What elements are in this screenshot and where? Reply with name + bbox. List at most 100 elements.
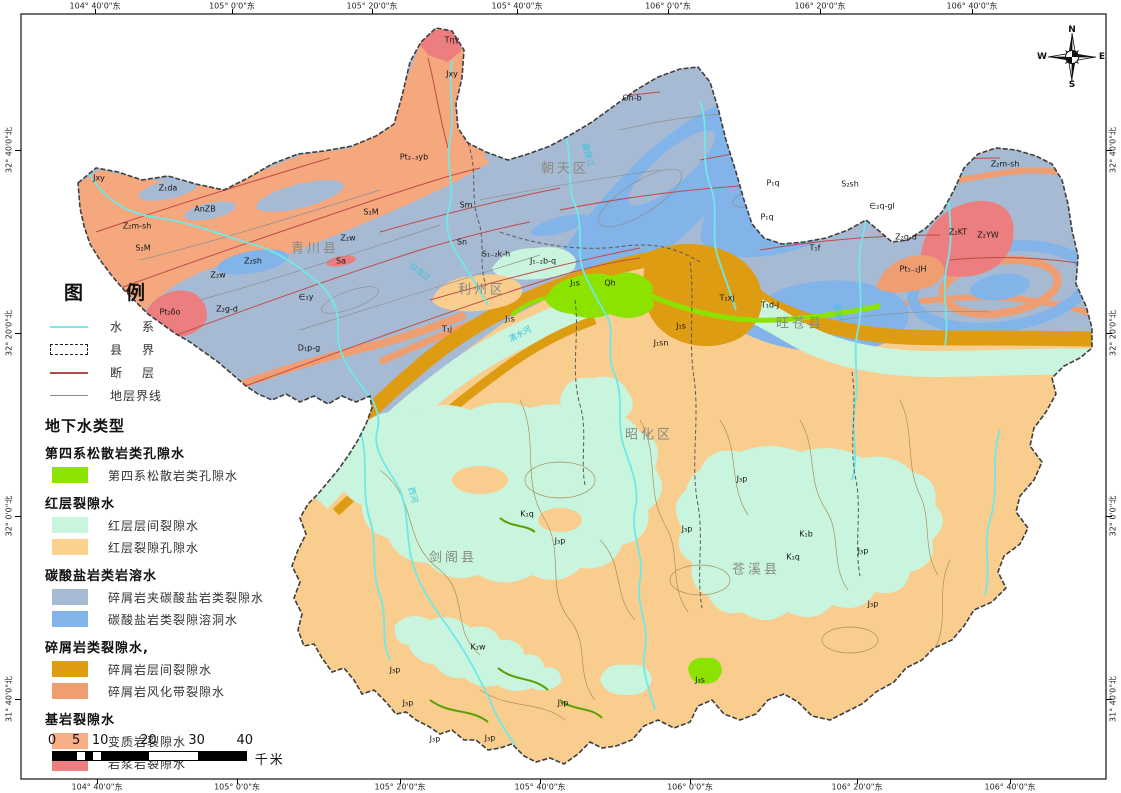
legend-groups: 第四系松散岩类孔隙水 第四系松散岩类孔隙水 红层裂隙水 红层层间裂隙水 红层裂隙孔隙水碳… <box>40 443 310 774</box>
scalebar-number: 10 <box>91 733 109 748</box>
legend-item: 碳酸盐岩类裂隙溶洞水 <box>40 608 310 630</box>
fault-sample <box>50 371 88 374</box>
zone-quaternary-tail <box>647 292 881 323</box>
legend-swatch <box>52 517 88 533</box>
patch-ptjh <box>876 255 945 293</box>
legend-swatch <box>52 683 88 699</box>
legend-item: 第四系松散岩类孔隙水 <box>40 464 310 486</box>
legend-row-label: 县 界 <box>110 343 159 357</box>
legend-row-river: 水 系 <box>40 315 310 338</box>
compass-labels: N E S W <box>1037 22 1108 92</box>
scalebar-segment <box>101 752 150 760</box>
tan-island-1 <box>452 466 508 494</box>
lens-blue-1 <box>530 214 590 236</box>
mint-central <box>337 402 663 583</box>
legend-item: 碎屑岩风化带裂隙水 <box>40 680 310 702</box>
legend-item-label: 碎屑岩风化带裂隙水 <box>108 684 226 699</box>
legend: 图 例 水 系县 界断 层地层界线 地下水类型 第四系松散岩类孔隙水 第四系松散岩… <box>40 276 310 774</box>
scalebar-segment <box>85 752 93 760</box>
scalebar-segment <box>149 752 198 760</box>
scalebar-number: 30 <box>188 733 205 748</box>
legend-swatch <box>52 467 88 483</box>
river-sample <box>50 325 88 328</box>
rivers <box>84 59 1001 746</box>
patch-jbq <box>492 247 576 280</box>
scalebar-bar <box>52 751 247 761</box>
legend-item: 碎屑岩层间裂隙水 <box>40 658 310 680</box>
legend-row-label: 水 系 <box>110 320 159 334</box>
green-squiggle-2 <box>497 667 549 691</box>
scalebar-number: 40 <box>236 733 254 748</box>
legend-group-heading: 第四系松散岩类孔隙水 <box>45 447 186 462</box>
legend-row-label: 断 层 <box>110 366 159 380</box>
zone-quaternary-west <box>510 296 546 317</box>
compass-w: W <box>1037 52 1047 62</box>
legend-group-heading: 红层裂隙水 <box>45 497 116 512</box>
fold-onb-core <box>628 130 716 206</box>
legend-group-heading: 碳酸盐岩类岩溶水 <box>45 569 158 584</box>
legend-item-label: 变质岩裂隙水 <box>108 734 187 749</box>
legend-item-label: 碎屑岩层间裂隙水 <box>108 662 213 677</box>
legend-item: 红层裂隙孔隙水 <box>40 536 310 558</box>
legend-item: 变质岩裂隙水 <box>40 730 310 752</box>
tan-island-2 <box>538 508 582 532</box>
legend-title: 图 例 <box>64 282 158 304</box>
green-squiggle-4 <box>499 517 536 533</box>
legend-row-label: 地层界线 <box>110 389 163 403</box>
mint-zhaohua <box>560 376 633 428</box>
legend-swatch <box>52 733 88 749</box>
inlier-anzb <box>184 201 236 221</box>
legend-group-heading: 基岩裂隙水 <box>45 713 116 728</box>
scalebar-segment <box>92 752 102 760</box>
legend-swatch <box>52 539 88 555</box>
legend-row-fault: 断 层 <box>40 361 310 384</box>
legend-swatch <box>52 661 88 677</box>
scalebar-unit: 千米 <box>254 753 285 768</box>
green-squiggle-1 <box>429 699 489 723</box>
mint-east <box>675 446 943 620</box>
lens-sa <box>326 255 356 267</box>
quaternary-patch-se <box>688 657 722 684</box>
green-squiggle-3 <box>559 699 603 719</box>
region-outline <box>77 27 1093 765</box>
groundwater-type-title: 地下水类型 <box>45 417 126 435</box>
pluton-tng <box>418 30 462 62</box>
zone-metamorphic <box>78 28 486 315</box>
legend-swatch <box>52 589 88 605</box>
scalebar-segment <box>53 752 78 760</box>
scalebar-number: 20 <box>140 733 157 748</box>
mint-south-small <box>600 664 652 696</box>
map-frame <box>20 13 1107 780</box>
legend-item-label: 红层裂隙孔隙水 <box>108 540 200 555</box>
legend-item-label: 碳酸盐岩类裂隙溶洞水 <box>108 612 239 627</box>
scalebar-segment <box>77 752 86 760</box>
fold-ring-core <box>970 273 1030 301</box>
legend-row-boundary: 县 界 <box>40 338 310 361</box>
strip-pt-yb <box>266 153 489 262</box>
legend-item: 碎屑岩夹碳酸盐岩类裂隙水 <box>40 586 310 608</box>
patch-lizhou-tan <box>432 274 523 312</box>
strata-sample <box>50 395 88 396</box>
compass-s: S <box>1068 80 1076 90</box>
legend-item-label: 碎屑岩夹碳酸盐岩类裂隙水 <box>108 590 265 605</box>
boundary-sample <box>50 344 88 355</box>
legend-item-label: 第四系松散岩类孔隙水 <box>108 468 239 483</box>
legend-item: 红层层间裂隙水 <box>40 514 310 536</box>
legend-swatch <box>52 611 88 627</box>
inlier-band <box>256 180 344 212</box>
compass-n: N <box>1068 25 1076 35</box>
legend-group-heading: 碎屑岩类裂隙水, <box>45 641 149 656</box>
lens-z1sh <box>217 249 289 275</box>
legend-item-label: 红层层间裂隙水 <box>108 518 200 533</box>
compass-rose <box>1047 32 1097 82</box>
strip-d1pg <box>236 311 467 390</box>
county-boundaries <box>467 142 861 609</box>
scalebar-segment <box>197 752 246 760</box>
inlier-z1da <box>138 179 198 201</box>
zone-quaternary <box>545 272 654 318</box>
legend-row-strata: 地层界线 <box>40 384 310 407</box>
legend-line-items: 水 系县 界断 层地层界线 <box>40 315 310 407</box>
compass-e: E <box>1098 52 1106 62</box>
